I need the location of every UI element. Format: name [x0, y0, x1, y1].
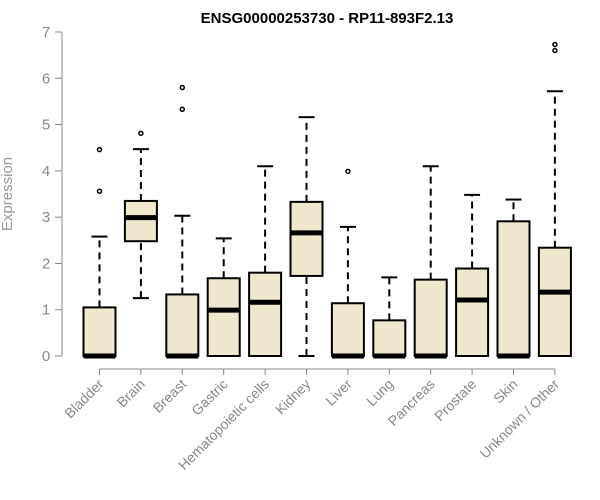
iqr-box [82, 306, 117, 357]
x-tick-label: Lung [363, 376, 396, 409]
y-tick-label: 2 [42, 255, 50, 272]
x-tick-label: Brain [114, 376, 148, 410]
x-tick-label: Kidney [272, 376, 314, 418]
box-pancreas [413, 165, 448, 359]
box-prostate [455, 193, 490, 357]
y-tick-label: 5 [42, 117, 50, 134]
y-axis: 0 1 2 3 4 5 6 7 [42, 24, 63, 365]
outlier-point [96, 188, 103, 194]
box-lung [372, 276, 407, 359]
box-skin [496, 198, 531, 359]
box-brain [123, 130, 158, 300]
iqr-box [248, 271, 283, 357]
box-liver [330, 168, 365, 359]
iqr-box [206, 277, 241, 357]
iqr-box [496, 220, 531, 357]
outlier-point [552, 47, 558, 54]
y-tick-label: 6 [42, 70, 50, 87]
box-kidney [289, 116, 324, 357]
y-tick-label: 1 [42, 302, 50, 319]
y-tick-label: 4 [42, 163, 50, 180]
box-breast [165, 84, 200, 359]
x-tick-label: Liver [322, 376, 355, 409]
outlier-point [179, 84, 186, 91]
x-tick-label: Bladder [61, 376, 107, 422]
iqr-box [289, 200, 324, 277]
iqr-box [165, 293, 200, 358]
y-tick-label: 3 [42, 209, 50, 226]
box-gastric [206, 237, 241, 357]
chart-title: ENSG00000253730 - RP11-893F2.13 [201, 10, 454, 27]
x-tick-label: Prostate [431, 376, 479, 424]
outlier-point [179, 106, 186, 113]
x-tick-label: Breast [149, 376, 189, 416]
iqr-box [455, 267, 490, 357]
outlier-point [552, 41, 558, 48]
outlier-point [96, 146, 103, 153]
y-axis-label: Expression [0, 157, 16, 231]
iqr-box [372, 319, 407, 357]
boxes [82, 41, 572, 359]
iqr-box [413, 278, 448, 357]
iqr-box [123, 199, 158, 243]
y-tick-label: 0 [42, 348, 50, 365]
iqr-box [330, 302, 365, 357]
box-unknown-other [537, 41, 572, 357]
y-tick-label: 7 [42, 24, 50, 41]
outlier-point [138, 130, 144, 137]
box-bladder [82, 146, 117, 359]
box-hematopoietic-cells [248, 165, 283, 357]
x-tick-label: Unknown / Other [476, 376, 562, 462]
x-tick-label: Skin [490, 376, 521, 407]
iqr-box [537, 246, 572, 357]
outlier-point [345, 168, 351, 175]
